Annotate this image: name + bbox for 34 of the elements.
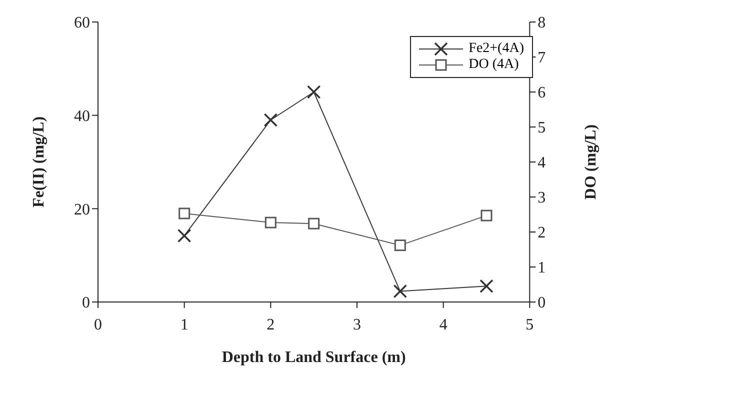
x-axis-title: Depth to Land Surface (m) (222, 349, 406, 366)
point (480, 279, 494, 294)
point (264, 216, 276, 228)
x-tick-label: 3 (352, 316, 361, 334)
point (306, 85, 321, 99)
y-tick-label: 20 (74, 201, 90, 218)
legend-label: DO (4A) (468, 57, 519, 73)
y-axis-title: Fe(II) (mg/L) (30, 116, 48, 208)
point (177, 228, 192, 243)
y-tick-label: 60 (74, 14, 90, 32)
y2-tick-label: 2 (538, 224, 546, 242)
point (264, 113, 278, 127)
y2-tick-label: 7 (538, 50, 546, 67)
y-tick-label: 40 (74, 108, 90, 126)
point (178, 208, 190, 220)
y2-tick-label: 1 (538, 260, 546, 277)
x-tick-label: 0 (94, 316, 102, 334)
y-tick-label: 0 (82, 294, 90, 312)
point (394, 240, 406, 252)
x-tick-label: 5 (526, 316, 534, 334)
y2-tick-label: 5 (538, 120, 546, 137)
x-tick-label: 4 (439, 316, 448, 334)
legend-label: Fe2+(4A) (468, 41, 524, 57)
y2-tick-label: 3 (538, 190, 546, 207)
y2-tick-label: 6 (538, 84, 546, 102)
y2-axis-title: DO (mg/L) (582, 124, 600, 200)
y2-tick-label: 0 (538, 294, 546, 312)
x-tick-label: 2 (266, 316, 275, 334)
point (480, 210, 492, 222)
point (393, 284, 408, 298)
x-tick-label: 1 (180, 316, 188, 334)
point (308, 218, 320, 230)
y2-tick-label: 4 (538, 154, 546, 172)
y2-tick-label: 8 (538, 14, 546, 32)
